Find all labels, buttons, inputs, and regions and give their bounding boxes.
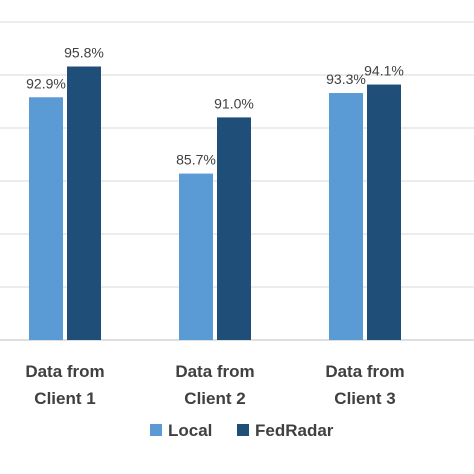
- bar-fedradar-category-1: [67, 66, 101, 341]
- x-axis-tick-labels: Data from Client 1 Data from Client 2 Data f…: [25, 362, 404, 408]
- x-tick-label-category-2-line-2: Client 2: [184, 389, 245, 408]
- data-label-fedradar-category-2: 91.0%: [214, 95, 254, 111]
- legend: Local FedRadar: [150, 421, 334, 440]
- x-tick-label-category-3-line-1: Data from: [325, 362, 404, 381]
- legend-label-local: Local: [168, 421, 212, 440]
- legend-swatch-local: [150, 424, 162, 436]
- data-label-local-category-1: 92.9%: [26, 75, 66, 91]
- x-tick-label-category-3-line-2: Client 3: [334, 389, 395, 408]
- data-labels: 92.9%95.8%85.7%91.0%93.3%94.1%95.0%95.5%: [26, 45, 404, 168]
- bar-local-category-2: [179, 173, 213, 340]
- bar-local-category-3: [329, 93, 363, 341]
- x-tick-label-category-1-line-2: Client 1: [34, 389, 95, 408]
- bar-fedradar-category-2: [217, 117, 251, 341]
- data-label-local-category-2: 85.7%: [176, 152, 216, 168]
- legend-label-fedradar: FedRadar: [255, 421, 334, 440]
- data-label-local-category-3: 93.3%: [326, 71, 366, 87]
- x-tick-label-category-1-line-1: Data from: [25, 362, 104, 381]
- data-label-fedradar-category-3: 94.1%: [364, 63, 404, 79]
- legend-swatch-fedradar: [237, 424, 249, 436]
- bar-fedradar-category-3: [367, 84, 401, 340]
- data-label-fedradar-category-1: 95.8%: [64, 45, 104, 61]
- bar-local-category-1: [29, 97, 63, 340]
- x-tick-label-category-2-line-1: Data from: [175, 362, 254, 381]
- bars: [29, 66, 401, 341]
